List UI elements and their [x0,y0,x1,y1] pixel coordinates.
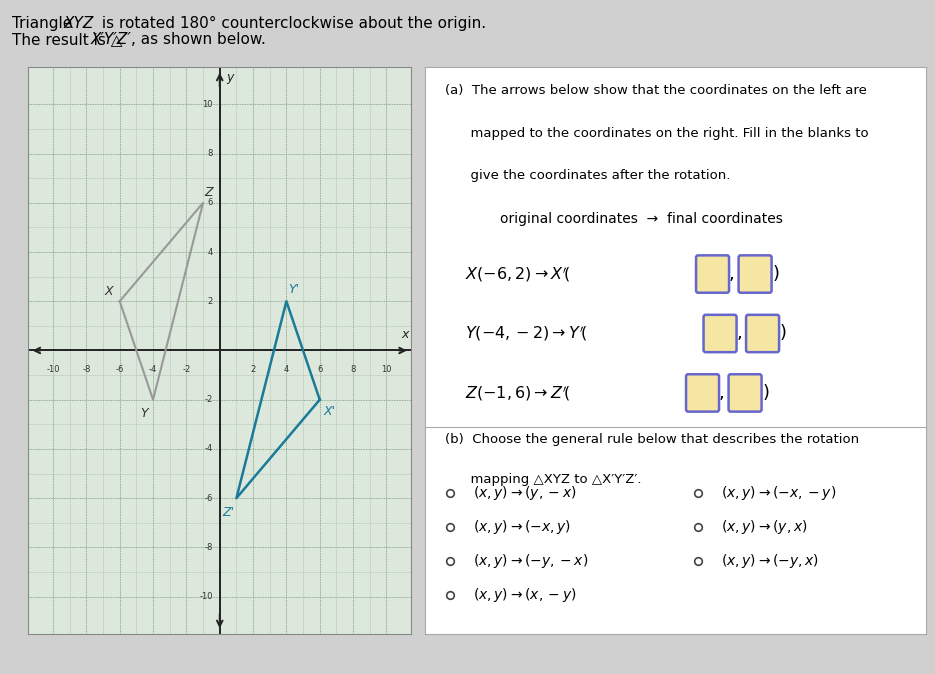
Text: original coordinates  →  final coordinates: original coordinates → final coordinates [500,212,784,226]
Text: 8: 8 [208,149,213,158]
Text: ,: , [719,384,725,402]
Text: $X(-6, 2) \rightarrow X'\!($: $X(-6, 2) \rightarrow X'\!($ [466,264,571,284]
FancyBboxPatch shape [686,374,719,412]
Text: Z': Z' [223,506,235,518]
Text: $(x, y) \rightarrow (-x, -y)$: $(x, y) \rightarrow (-x, -y)$ [721,484,836,502]
Text: -4: -4 [149,365,157,374]
Text: 8: 8 [351,365,355,374]
Text: -10: -10 [47,365,60,374]
Text: ): ) [780,324,786,342]
Text: 6: 6 [317,365,323,374]
Text: give the coordinates after the rotation.: give the coordinates after the rotation. [445,169,731,182]
Text: ): ) [772,265,779,283]
Text: -4: -4 [205,444,213,454]
Text: (a)  The arrows below show that the coordinates on the left are: (a) The arrows below show that the coord… [445,84,868,97]
Text: -8: -8 [82,365,91,374]
Text: The result is △: The result is △ [12,32,122,47]
Text: 10: 10 [381,365,392,374]
Text: $(x, y) \rightarrow (y, -x)$: $(x, y) \rightarrow (y, -x)$ [473,484,577,502]
FancyBboxPatch shape [739,255,771,293]
Text: x: x [401,328,409,340]
Text: $(x, y) \rightarrow (-y, x)$: $(x, y) \rightarrow (-y, x)$ [721,552,819,570]
Text: (b)  Choose the general rule below that describes the rotation: (b) Choose the general rule below that d… [445,433,859,446]
Text: -6: -6 [116,365,124,374]
Text: Z: Z [205,186,213,199]
Text: ,: , [737,324,742,342]
Text: , as shown below.: , as shown below. [131,32,266,47]
Text: 4: 4 [208,247,213,257]
Text: XYZ: XYZ [64,16,94,30]
Text: 2: 2 [208,297,213,306]
Text: -2: -2 [182,365,191,374]
Text: 4: 4 [283,365,289,374]
Text: 6: 6 [208,198,213,208]
Text: mapping △XYZ to △X′Y′Z′.: mapping △XYZ to △X′Y′Z′. [445,473,642,487]
FancyBboxPatch shape [746,315,779,353]
FancyBboxPatch shape [728,374,762,412]
Text: Triangle: Triangle [12,16,78,30]
Text: $(x, y) \rightarrow (-x, y)$: $(x, y) \rightarrow (-x, y)$ [473,518,571,536]
Text: ,: , [729,265,735,283]
Text: Y: Y [140,407,148,420]
Text: is rotated 180° counterclockwise about the origin.: is rotated 180° counterclockwise about t… [97,16,486,30]
Text: X: X [105,284,113,297]
Text: $Z(-1, 6) \rightarrow Z'\!($: $Z(-1, 6) \rightarrow Z'\!($ [466,384,571,402]
Text: -2: -2 [205,395,213,404]
FancyBboxPatch shape [703,315,737,353]
Text: $(x, y) \rightarrow (x, -y)$: $(x, y) \rightarrow (x, -y)$ [473,586,577,604]
Text: -6: -6 [205,493,213,503]
FancyBboxPatch shape [696,255,729,293]
Text: y: y [226,71,234,84]
Text: $(x, y) \rightarrow (y, x)$: $(x, y) \rightarrow (y, x)$ [721,518,807,536]
Text: -8: -8 [205,543,213,552]
Text: X': X' [324,404,335,418]
Text: $(x, y) \rightarrow (-y, -x)$: $(x, y) \rightarrow (-y, -x)$ [473,552,588,570]
Text: Y': Y' [288,283,299,297]
Text: -10: -10 [199,592,213,601]
Text: X′Y′Z′: X′Y′Z′ [91,32,132,47]
Text: ): ) [762,384,770,402]
Text: mapped to the coordinates on the right. Fill in the blanks to: mapped to the coordinates on the right. … [445,127,869,140]
Text: $Y(-4, -2) \rightarrow Y'\!($: $Y(-4, -2) \rightarrow Y'\!($ [466,324,588,343]
Text: 10: 10 [203,100,213,109]
Text: 2: 2 [251,365,255,374]
